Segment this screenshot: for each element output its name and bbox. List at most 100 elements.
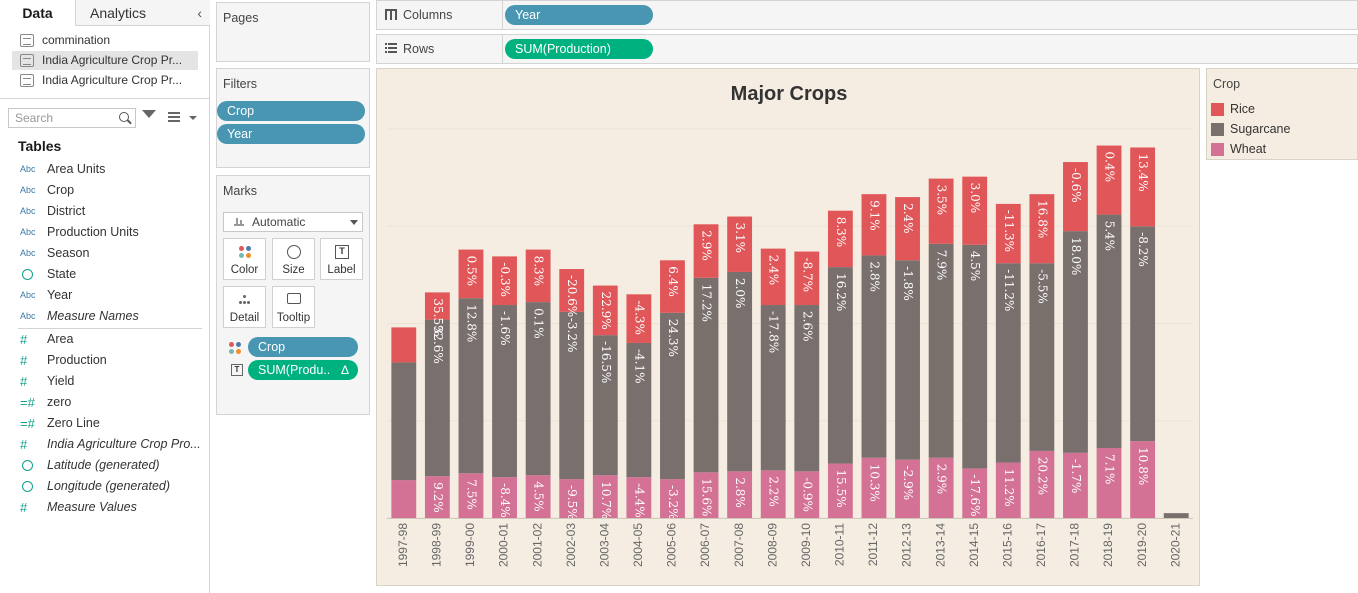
legend-item-sugarcane[interactable]: Sugarcane [1211,120,1290,138]
bar-segment-sugarcane[interactable] [1029,263,1055,451]
collapse-pane-icon[interactable]: ‹ [197,5,202,21]
marks-pill-production[interactable]: SUM(Produ.. Δ [248,360,358,380]
bar-segment-wheat[interactable] [827,463,853,518]
bar-segment-rice[interactable] [827,210,853,268]
color-button[interactable]: Color [223,238,266,280]
bar-segment-sugarcane[interactable] [962,244,988,469]
bar-segment-wheat[interactable] [1096,447,1122,518]
bar-segment-sugarcane[interactable] [693,277,719,473]
bar-segment-sugarcane[interactable] [1096,214,1122,448]
mark-type-dropdown[interactable]: Automatic [223,212,363,232]
detail-button[interactable]: Detail [223,286,266,328]
bar-segment-rice[interactable] [962,176,988,245]
filter-icon[interactable] [142,110,156,118]
bar-segment-wheat[interactable] [458,473,484,518]
bar-segment-rice[interactable] [727,216,753,272]
marks-pill-crop[interactable]: Crop [248,337,358,357]
bar-segment-sugarcane[interactable] [458,298,484,474]
bar-segment-rice[interactable] [592,285,618,336]
legend-item-wheat[interactable]: Wheat [1211,140,1266,158]
label-button[interactable]: T Label [320,238,363,280]
bar-segment-sugarcane[interactable] [827,267,853,464]
bar-segment-sugarcane[interactable] [928,243,954,458]
tab-analytics[interactable]: Analytics ‹ [76,0,210,26]
bar-segment-wheat[interactable] [391,480,417,518]
bar-segment-wheat[interactable] [693,472,719,518]
bar-segment-rice[interactable] [895,197,920,261]
field-item[interactable]: Abc Crop [0,180,210,201]
field-item[interactable]: =# Zero Line [0,413,210,434]
field-item[interactable]: Abc Production Units [0,222,210,243]
bar-segment-sugarcane[interactable] [794,305,820,472]
bar-segment-wheat[interactable] [592,475,618,518]
tab-data[interactable]: Data [0,0,76,26]
bar-segment-wheat[interactable] [1130,441,1156,518]
bar-segment-wheat[interactable] [525,475,551,518]
bar-segment-sugarcane[interactable] [559,311,585,480]
bar-segment-rice[interactable] [995,203,1021,264]
bar-segment-wheat[interactable] [424,476,450,518]
bar-segment-rice[interactable] [861,194,887,256]
bar-segment-sugarcane[interactable] [1130,226,1156,442]
field-item[interactable]: Abc Area Units [0,159,210,180]
legend-item-rice[interactable]: Rice [1211,100,1255,118]
bar-segment-sugarcane[interactable] [424,319,450,477]
filter-pill-year[interactable]: Year [217,124,365,144]
bar-segment-rice[interactable] [760,248,786,306]
stacked-bar-chart[interactable]: 1997-98 9.2% 32.6%35.5% 1998-99 7.5% 12.8% 0.5… [377,69,1201,587]
bar-segment-rice[interactable] [660,260,685,313]
search-input[interactable]: Search [8,108,136,128]
bar-segment-rice[interactable] [1029,194,1055,264]
tooltip-button[interactable]: Tooltip [272,286,315,328]
bar-segment-rice[interactable] [424,292,450,320]
bar-segment-wheat[interactable] [962,468,988,518]
bar-segment-wheat[interactable] [559,479,585,518]
rows-pill-production[interactable]: SUM(Production) [505,39,653,59]
size-button[interactable]: Size [272,238,315,280]
bar-segment-sugarcane[interactable] [592,335,618,476]
view-options-icon[interactable] [168,112,180,122]
bar-segment-rice[interactable] [1096,145,1122,215]
bar-segment-wheat[interactable] [1063,452,1088,518]
field-item[interactable]: Abc District [0,201,210,222]
bar-segment-sugarcane[interactable] [995,263,1021,463]
bar-segment-sugarcane[interactable] [895,260,920,460]
bar-segment-rice[interactable] [525,249,551,303]
bar-segment-rice[interactable] [458,249,484,299]
datasource-item[interactable]: India Agriculture Crop Pr... [12,71,198,90]
bar-segment-rice[interactable] [794,251,820,306]
bar-segment-sugarcane[interactable] [760,305,786,471]
bar-segment-wheat[interactable] [492,477,517,518]
datasource-item[interactable]: commination [12,31,198,50]
filter-pill-crop[interactable]: Crop [217,101,365,121]
columns-shelf[interactable]: Columns Year [376,0,1358,30]
bar-segment-sugarcane[interactable] [626,342,652,478]
chevron-down-icon[interactable] [189,116,197,120]
field-item[interactable]: Abc Season [0,243,210,264]
field-item[interactable]: Latitude (generated) [0,455,210,476]
bar-segment-wheat[interactable] [760,470,786,518]
bar-segment-wheat[interactable] [660,479,685,518]
bar-segment-wheat[interactable] [1029,450,1055,518]
bar-segment-sugarcane[interactable] [727,271,753,472]
bar-segment-wheat[interactable] [995,462,1021,518]
field-item[interactable]: Abc Year [0,285,210,306]
bar-segment-sugarcane[interactable] [525,302,551,476]
field-item[interactable]: # Production [0,350,210,371]
bar-segment-sugarcane[interactable] [391,362,417,481]
bar-segment-sugarcane[interactable] [1163,513,1189,518]
pages-shelf[interactable]: Pages [216,2,370,62]
bar-segment-wheat[interactable] [861,457,887,518]
field-item[interactable]: Abc Measure Names [0,306,210,327]
chart-view[interactable]: Major Crops 1997-98 9.2% 32.6% 35.5% 1998-99… [376,68,1200,586]
bar-segment-sugarcane[interactable] [660,312,685,480]
bar-segment-sugarcane[interactable] [492,305,517,478]
bar-segment-wheat[interactable] [895,459,920,518]
bar-segment-sugarcane[interactable] [1063,231,1088,453]
bar-segment-rice[interactable] [391,327,417,363]
field-item[interactable]: =# zero [0,392,210,413]
field-item[interactable]: Longitude (generated) [0,476,210,497]
datasource-item-selected[interactable]: India Agriculture Crop Pr... [12,51,198,70]
field-item[interactable]: State [0,264,210,285]
bar-segment-rice[interactable] [1063,162,1088,232]
